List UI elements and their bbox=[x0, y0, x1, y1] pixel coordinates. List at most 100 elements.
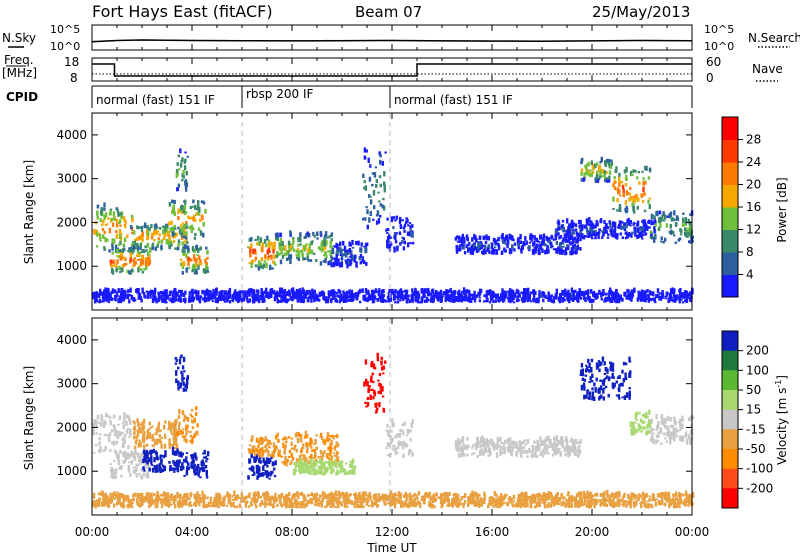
power-ylabel: Slant Range [km] bbox=[22, 160, 36, 264]
power-cell bbox=[169, 240, 173, 244]
velocity-cell bbox=[650, 427, 653, 432]
velocity-cell bbox=[142, 418, 146, 424]
power-cell bbox=[302, 293, 306, 297]
power-cell bbox=[632, 201, 635, 207]
power-cell bbox=[303, 247, 307, 252]
power-cell bbox=[584, 300, 587, 303]
velocity-cell bbox=[675, 434, 678, 438]
velocity-cell bbox=[94, 444, 98, 447]
power-cell bbox=[345, 254, 348, 258]
power-cell bbox=[190, 258, 193, 262]
power-cell bbox=[301, 287, 304, 293]
power-cell bbox=[223, 300, 227, 303]
velocity-cell bbox=[389, 435, 392, 438]
power-cell bbox=[427, 299, 430, 302]
velocity-cell bbox=[206, 451, 210, 457]
power-cell bbox=[279, 259, 283, 265]
power-cell bbox=[194, 218, 197, 223]
power-cell bbox=[398, 218, 402, 224]
power-cell bbox=[383, 205, 386, 211]
power-cell bbox=[155, 223, 158, 228]
power-cell bbox=[570, 293, 573, 298]
power-cell bbox=[254, 296, 257, 302]
power-cell bbox=[296, 289, 299, 295]
power-cell bbox=[691, 240, 694, 243]
velocity-cell bbox=[111, 492, 115, 498]
power-cell bbox=[613, 176, 616, 180]
power-cell bbox=[136, 258, 140, 261]
power-cell bbox=[96, 211, 99, 215]
power-cell bbox=[603, 298, 607, 302]
power-cell bbox=[281, 254, 285, 259]
power-cell bbox=[100, 300, 103, 303]
velocity-cell bbox=[109, 420, 112, 426]
power-cell bbox=[548, 295, 551, 300]
power-cell bbox=[673, 210, 676, 216]
velocity-cell bbox=[315, 434, 318, 437]
power-cell bbox=[351, 246, 355, 249]
power-cell bbox=[594, 163, 597, 169]
power-cell bbox=[617, 299, 621, 304]
power-cell bbox=[558, 242, 562, 247]
power-cell bbox=[601, 175, 604, 177]
velocity-cell bbox=[499, 448, 502, 455]
power-cell bbox=[610, 159, 613, 162]
power-cell bbox=[139, 248, 142, 250]
velocity-cell bbox=[185, 424, 188, 430]
power-cell bbox=[137, 251, 140, 257]
power-cell bbox=[183, 165, 187, 171]
velocity-cell bbox=[569, 439, 573, 443]
velocity-cell bbox=[598, 368, 601, 373]
velocity-cell bbox=[374, 411, 378, 414]
power-cell bbox=[120, 288, 123, 293]
velocity-cell bbox=[628, 395, 631, 400]
power-cell bbox=[660, 217, 663, 222]
velocity-cell bbox=[673, 418, 677, 424]
power-cell bbox=[118, 233, 122, 239]
velocity-cell bbox=[329, 464, 332, 470]
power-cell bbox=[102, 219, 105, 224]
velocity-cell bbox=[122, 442, 125, 445]
power-cell bbox=[320, 292, 324, 296]
power-cell bbox=[98, 298, 102, 304]
power-cell bbox=[289, 254, 293, 259]
power-cell bbox=[403, 223, 407, 228]
velocity-cell bbox=[402, 442, 406, 447]
velocity-cell bbox=[575, 441, 578, 444]
velocity-cell bbox=[506, 446, 510, 453]
power-cell bbox=[163, 290, 167, 296]
power-cell bbox=[287, 298, 290, 302]
velocity-cell bbox=[598, 396, 601, 401]
velocity-cell bbox=[598, 361, 601, 367]
power-cell bbox=[648, 168, 652, 171]
velocity-cell bbox=[470, 453, 474, 456]
power-cell bbox=[387, 291, 391, 297]
velocity-cell bbox=[548, 439, 551, 444]
velocity-cell bbox=[668, 437, 671, 440]
power-cell bbox=[270, 254, 273, 260]
velocity-cell bbox=[265, 448, 269, 451]
power-cell bbox=[558, 235, 561, 240]
velocity-cell bbox=[681, 415, 684, 420]
velocity-cell bbox=[274, 460, 277, 466]
power-cell bbox=[194, 266, 197, 271]
velocity-cell bbox=[588, 381, 591, 384]
power-cell bbox=[160, 239, 163, 244]
velocity-cell bbox=[190, 408, 194, 412]
velocity-cell bbox=[307, 460, 311, 465]
velocity-cell bbox=[580, 369, 583, 373]
velocity-cell bbox=[302, 462, 305, 467]
power-cell bbox=[502, 239, 505, 244]
power-cell bbox=[320, 243, 323, 248]
power-cell bbox=[596, 222, 599, 227]
power-cell bbox=[575, 231, 578, 236]
power-cell bbox=[304, 244, 308, 250]
velocity-cell bbox=[139, 474, 143, 479]
power-cell bbox=[206, 250, 209, 255]
velocity-cell bbox=[334, 459, 337, 465]
power-cell bbox=[268, 241, 272, 246]
power-cell bbox=[274, 263, 277, 266]
power-cell bbox=[406, 242, 410, 248]
velocity-cell bbox=[320, 455, 323, 458]
power-cell bbox=[281, 247, 285, 251]
